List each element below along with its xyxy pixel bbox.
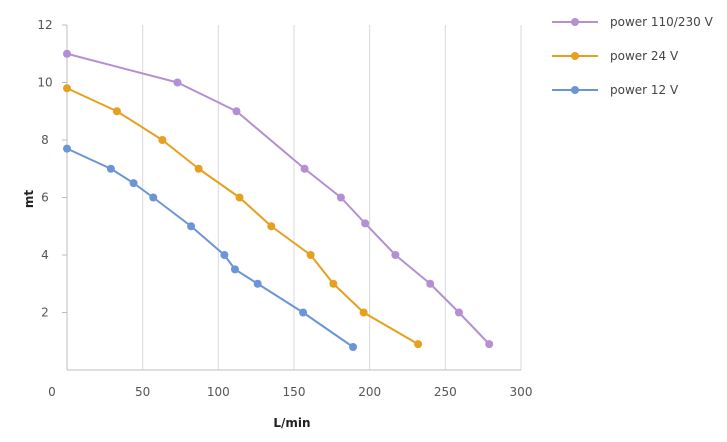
y-tick-label: 12 bbox=[37, 18, 52, 32]
data-point bbox=[63, 144, 71, 153]
x-tick-label: 100 bbox=[207, 385, 230, 399]
data-point bbox=[361, 219, 370, 228]
data-point bbox=[306, 251, 315, 259]
legend-marker bbox=[571, 18, 579, 26]
legend-marker bbox=[571, 52, 579, 60]
data-point bbox=[230, 265, 239, 274]
legend-item: power 110/230 V bbox=[552, 15, 714, 29]
legend-marker bbox=[571, 86, 579, 94]
data-point bbox=[63, 84, 71, 93]
y-tick-label: 8 bbox=[41, 133, 49, 147]
y-axis-title: mt bbox=[22, 190, 36, 209]
data-point bbox=[129, 179, 138, 188]
x-tick-label: 250 bbox=[434, 385, 457, 399]
data-point bbox=[349, 343, 358, 351]
data-point bbox=[220, 251, 229, 259]
data-point bbox=[391, 251, 400, 259]
series-line bbox=[66, 87, 419, 345]
data-point bbox=[329, 279, 338, 288]
data-point bbox=[485, 340, 494, 349]
series-line bbox=[66, 147, 354, 348]
legend-label: power 24 V bbox=[610, 49, 679, 63]
data-point bbox=[299, 308, 308, 317]
legend-item: power 12 V bbox=[552, 83, 679, 97]
data-point bbox=[149, 193, 158, 202]
data-point bbox=[235, 193, 244, 202]
data-point bbox=[106, 164, 115, 173]
data-point bbox=[253, 279, 262, 288]
data-point bbox=[112, 107, 121, 116]
x-tick-label: 200 bbox=[358, 385, 381, 399]
axes bbox=[62, 24, 521, 371]
series-lines bbox=[63, 49, 494, 351]
series-1 bbox=[63, 49, 494, 349]
series-line bbox=[66, 52, 490, 345]
x-tick-label: 150 bbox=[283, 385, 306, 399]
data-point bbox=[414, 340, 423, 349]
legend-label: power 12 V bbox=[610, 83, 679, 97]
data-point bbox=[336, 193, 345, 202]
data-point bbox=[426, 279, 435, 288]
data-point bbox=[232, 107, 241, 116]
data-point bbox=[267, 222, 276, 231]
data-point bbox=[173, 78, 182, 87]
y-tick-label: 6 bbox=[41, 191, 49, 205]
data-point bbox=[63, 49, 71, 58]
series-2 bbox=[63, 84, 423, 349]
y-tick-label: 10 bbox=[37, 76, 52, 90]
tick-labels: 2 4 6 8 10 12 0 50 100 150 200 250 300 bbox=[37, 18, 532, 399]
data-point bbox=[359, 308, 368, 317]
legend-item: power 24 V bbox=[552, 49, 679, 63]
data-point bbox=[300, 164, 309, 173]
x-axis-title: L/min bbox=[273, 416, 310, 430]
legend: power 110/230 V power 24 V power 12 V bbox=[552, 15, 714, 97]
data-point bbox=[194, 164, 203, 173]
legend-label: power 110/230 V bbox=[610, 15, 714, 29]
data-point bbox=[454, 308, 463, 317]
x-tick-label: 50 bbox=[135, 385, 150, 399]
grid-lines bbox=[142, 25, 522, 370]
x-tick-label: 0 bbox=[48, 385, 56, 399]
series-3 bbox=[63, 144, 358, 351]
data-point bbox=[158, 136, 167, 144]
y-tick-label: 2 bbox=[41, 306, 49, 320]
y-tick-label: 4 bbox=[41, 248, 49, 262]
x-tick-label: 300 bbox=[510, 385, 533, 399]
data-point bbox=[187, 222, 196, 231]
